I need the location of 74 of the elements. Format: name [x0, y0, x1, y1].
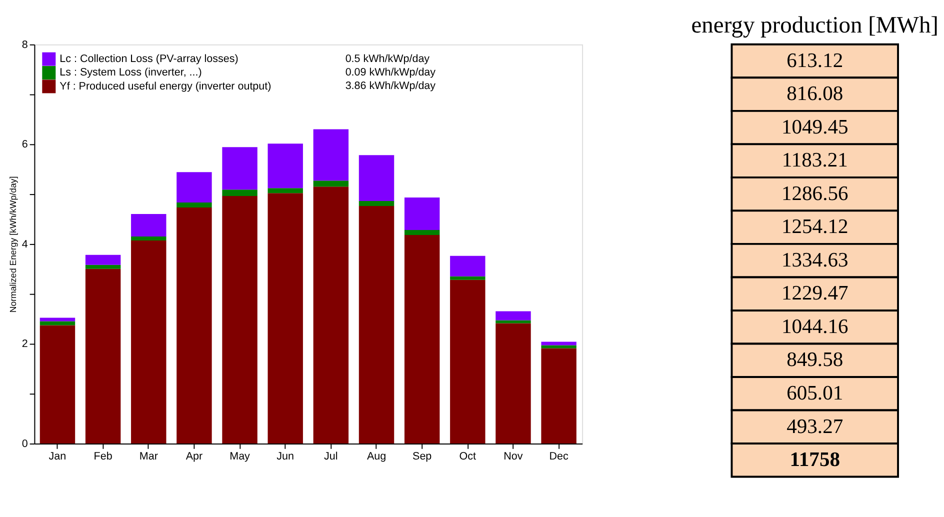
bar [496, 323, 531, 444]
x-tick-label: Feb [94, 450, 112, 463]
bar [40, 321, 76, 326]
x-tick-label: Sep [412, 450, 432, 463]
annotation: 3.86 kWh/kWp/day [345, 80, 436, 92]
data-label: 1183.21 [782, 150, 848, 172]
bar [496, 311, 531, 320]
bar [313, 186, 349, 444]
data-label: 1286.56 [782, 182, 848, 205]
bar [313, 180, 349, 187]
legend-label: Yf : Produced useful energy (inverter output) [60, 80, 272, 92]
bar [176, 208, 212, 444]
y-axis-title: Normalized Energy [kWh/kWp/day] [8, 176, 18, 313]
bar [222, 147, 258, 190]
x-tick-label: Nov [504, 450, 524, 463]
y-tick-label: 6 [22, 138, 28, 151]
bar [85, 254, 121, 265]
bar [131, 236, 166, 240]
bar [404, 230, 440, 235]
x-tick-label: Jan [48, 450, 66, 463]
y-tick-label: 0 [22, 438, 28, 450]
data-label: 1229.47 [782, 282, 848, 305]
bar [40, 318, 76, 322]
data-label: 613.12 [786, 50, 844, 72]
bar [131, 240, 166, 444]
x-tick-label: Mar [139, 450, 158, 463]
x-tick-label: Oct [459, 450, 476, 463]
x-tick-label: Dec [549, 450, 569, 463]
data-label: 1254.12 [782, 216, 848, 238]
bar [40, 325, 76, 444]
y-tick-label: 2 [22, 338, 28, 350]
annotation: 0.5 kWh/kWp/day [345, 52, 430, 65]
data-label: 493.27 [786, 416, 844, 438]
annotation: 0.09 kWh/kWp/day [345, 66, 436, 78]
bar [541, 348, 576, 444]
data-label: 1049.45 [782, 116, 848, 138]
bar [541, 342, 576, 346]
text: 11758 [790, 449, 840, 472]
bar [358, 206, 394, 444]
data-label: 816.08 [786, 83, 844, 106]
bar [268, 193, 303, 444]
y-tick-label: 4 [22, 238, 28, 250]
x-tick-label: Jun [276, 450, 294, 463]
bar [358, 201, 394, 206]
bar [450, 256, 486, 276]
x-tick-label: Aug [366, 450, 386, 463]
bar [358, 155, 394, 202]
bar [222, 196, 258, 444]
bar [85, 268, 121, 444]
bar [222, 190, 258, 196]
bar [404, 198, 440, 230]
bar [404, 234, 440, 444]
bar [268, 144, 303, 188]
bar [85, 264, 121, 269]
bar [176, 202, 212, 208]
legend-label: Ls : System Loss (inverter, ...) [60, 66, 202, 79]
bar [450, 280, 486, 444]
x-tick-label: Apr [186, 450, 203, 463]
bar [496, 320, 531, 324]
bar [313, 129, 349, 181]
legend-label: Lc : Collection Loss (PV-array losses) [60, 53, 238, 66]
data-label: 849.58 [786, 349, 844, 372]
data-label: 605.01 [786, 382, 844, 404]
data-label: 1044.16 [782, 316, 848, 338]
bar [176, 172, 212, 203]
text: energy production [MWh] [691, 12, 938, 39]
y-tick-label: 8 [22, 38, 28, 51]
data-label: 1334.63 [782, 249, 848, 272]
x-tick-label: Jul [324, 450, 338, 463]
bar [450, 276, 486, 280]
bar [268, 188, 303, 194]
bar [541, 345, 576, 348]
bar [131, 214, 166, 236]
x-tick-label: May [230, 450, 251, 463]
